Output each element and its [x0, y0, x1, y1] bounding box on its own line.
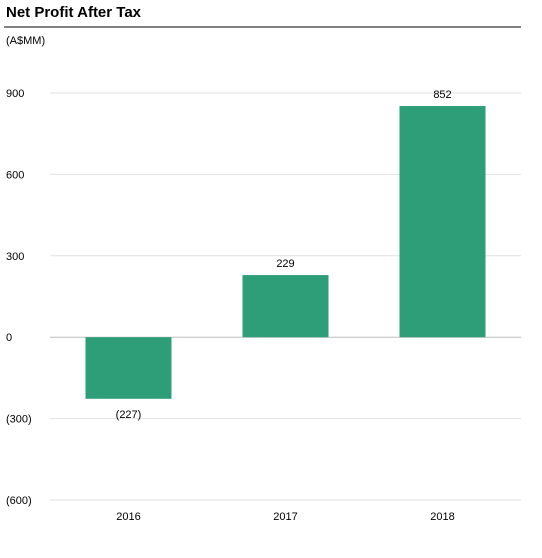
y-tick-label: 300 — [6, 251, 24, 263]
data-label-2016: (227) — [116, 409, 142, 421]
chart-title: Net Profit After Tax — [6, 4, 142, 21]
y-tick-label: (300) — [6, 414, 32, 426]
x-tick-label: 2018 — [430, 511, 454, 523]
x-tick-label: 2017 — [273, 511, 297, 523]
data-labels: (227) 229 852 — [116, 89, 452, 421]
bar-2018 — [399, 106, 486, 338]
y-tick-label: 0 — [6, 332, 12, 344]
unit-label: (A$MM) — [6, 35, 45, 47]
bar-2016 — [85, 337, 172, 399]
y-tick-label: (600) — [6, 495, 32, 507]
bars — [85, 106, 486, 399]
data-label-2017: 229 — [276, 258, 294, 270]
x-axis-labels: 2016 2017 2018 — [116, 511, 454, 523]
bar-2017 — [242, 275, 329, 338]
y-tick-label: 600 — [6, 169, 24, 181]
y-tick-label: 900 — [6, 88, 24, 100]
x-tick-label: 2016 — [116, 511, 140, 523]
data-label-2018: 852 — [433, 89, 451, 101]
y-axis-labels: 900 600 300 0 (300) (600) — [6, 88, 32, 507]
